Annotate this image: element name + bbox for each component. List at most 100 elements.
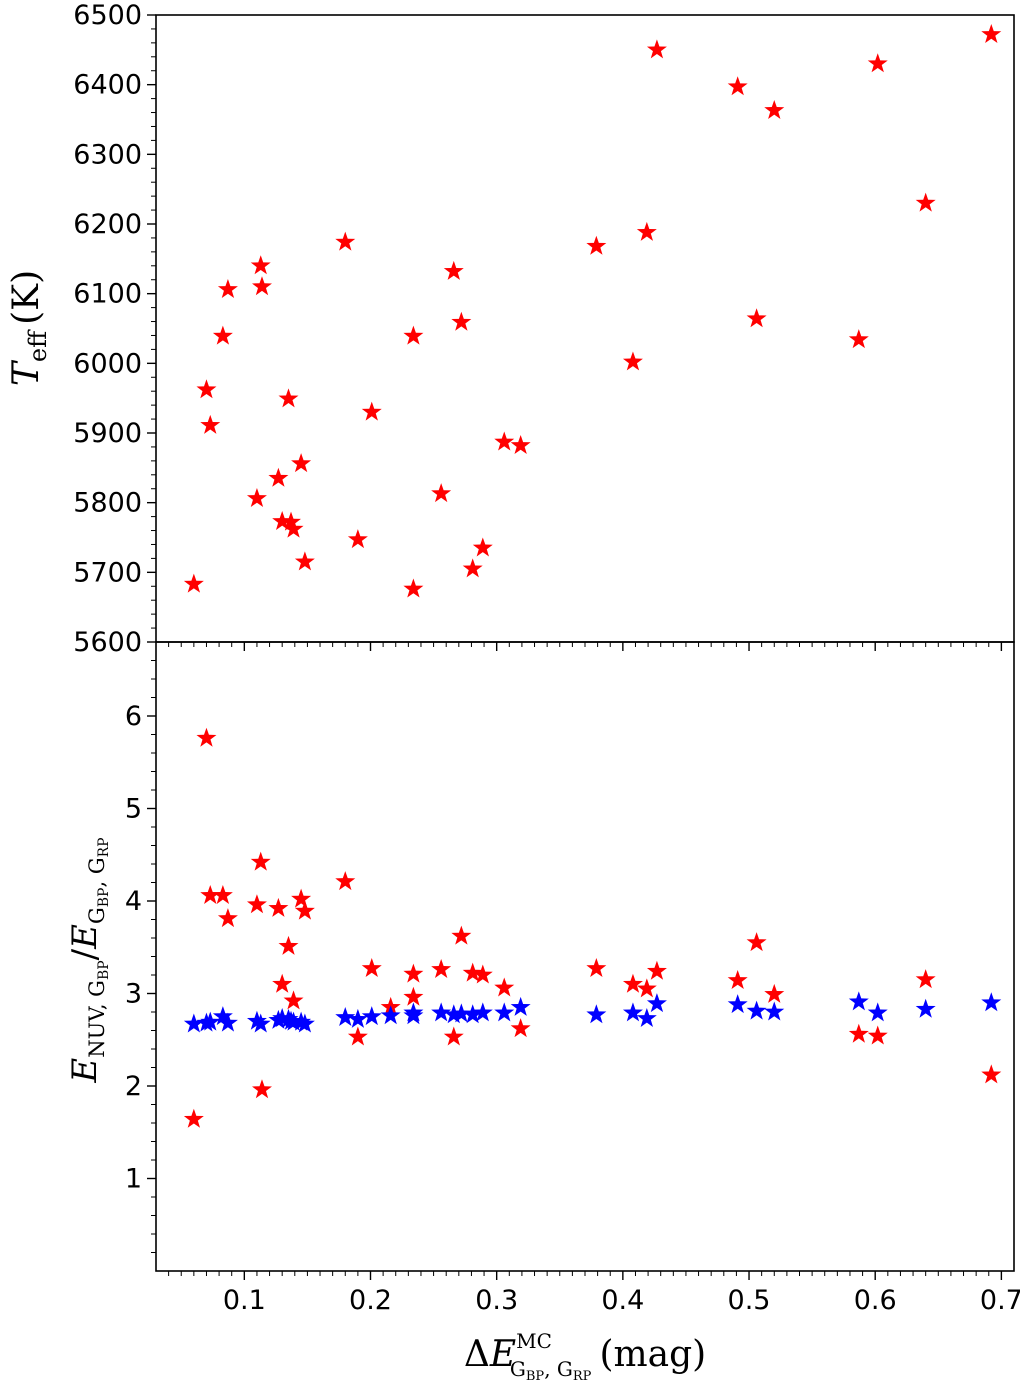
top-series0-point-32 bbox=[746, 308, 767, 328]
top-series0-point-22 bbox=[451, 311, 472, 331]
top-series0-point-5 bbox=[246, 487, 267, 507]
top-series0-point-24 bbox=[472, 537, 493, 557]
bottom-ylabel-mid: , G bbox=[85, 857, 109, 887]
bot-series0-point-14 bbox=[335, 871, 356, 891]
top-series0-point-16 bbox=[347, 529, 368, 549]
bot-series1-point-30 bbox=[646, 993, 667, 1013]
bot-series1-point-29 bbox=[636, 1007, 657, 1027]
top-series0-point-4 bbox=[217, 278, 238, 298]
xlabel-sub-comma: , G bbox=[544, 1357, 573, 1381]
bot-series1-point-4 bbox=[217, 1012, 238, 1032]
bot-series0-point-37 bbox=[981, 1064, 1002, 1084]
bot-series1-point-35 bbox=[867, 1002, 888, 1022]
top-series0-point-25 bbox=[494, 431, 515, 451]
bot-series0-point-9 bbox=[272, 973, 293, 993]
top-series0-point-1 bbox=[196, 379, 217, 399]
bot-series1-point-36 bbox=[915, 998, 936, 1018]
top-series0-point-35 bbox=[867, 53, 888, 73]
bot-series1-point-31 bbox=[727, 994, 748, 1014]
xlabel-delta: Δ bbox=[464, 1334, 490, 1375]
bot-series0-point-27 bbox=[586, 958, 607, 978]
bot-series0-point-23 bbox=[462, 962, 483, 982]
bot-xtick-label-3: 0.4 bbox=[601, 1285, 644, 1316]
bot-series1-point-5 bbox=[246, 1010, 267, 1030]
top-panel: 5600 5700 5800 5900 6000 6100 6200 6300 6400 6500… bbox=[6, 0, 1015, 658]
bot-series1-point-27 bbox=[586, 1004, 607, 1024]
bot-series1-point-13 bbox=[294, 1013, 315, 1033]
top-series0-point-0 bbox=[183, 573, 204, 593]
bot-series1-point-33 bbox=[764, 1001, 785, 1021]
top-series0-point-10 bbox=[278, 388, 299, 408]
bot-series0-point-30 bbox=[646, 960, 667, 980]
top-x-ticks bbox=[168, 642, 1003, 651]
xlabel-E: E bbox=[489, 1334, 516, 1375]
top-series0-point-14 bbox=[294, 551, 315, 571]
top-series0-point-8 bbox=[268, 467, 289, 487]
bot-series1-point-14 bbox=[335, 1007, 356, 1027]
top-ytick-label-5: 6100 bbox=[73, 279, 142, 310]
bot-series1-point-15 bbox=[347, 1008, 368, 1028]
bot-series0-point-24 bbox=[472, 964, 493, 984]
top-series0-point-31 bbox=[727, 76, 748, 96]
bot-series0-point-0 bbox=[183, 1108, 204, 1128]
bot-xtick-label-4: 0.5 bbox=[728, 1285, 771, 1316]
bot-series0-point-18 bbox=[403, 963, 424, 983]
top-ylabel-T: T bbox=[6, 359, 47, 386]
top-series0-point-26 bbox=[510, 435, 531, 455]
bot-xtick-label-6: 0.7 bbox=[980, 1285, 1020, 1316]
top-series0-point-33 bbox=[764, 99, 785, 119]
bot-series1-point-0 bbox=[183, 1013, 204, 1033]
top-series0-point-2 bbox=[200, 414, 221, 434]
top-data-marks bbox=[183, 24, 1002, 598]
bot-xtick-label-5: 0.6 bbox=[854, 1285, 897, 1316]
bot-series0-point-12 bbox=[291, 888, 312, 908]
bot-series1-point-11 bbox=[283, 1011, 304, 1031]
bot-series0-point-20 bbox=[431, 958, 452, 978]
bot-series0-point-1 bbox=[196, 727, 217, 747]
top-series0-point-9 bbox=[272, 510, 293, 530]
top-series0-point-20 bbox=[431, 483, 452, 503]
bottom-ylabel-subsub3: RP bbox=[96, 837, 112, 857]
bot-series0-point-6 bbox=[250, 851, 271, 871]
top-ytick-label-2: 5800 bbox=[73, 488, 142, 519]
bot-series1-point-28 bbox=[622, 1002, 643, 1022]
bot-series1-point-6 bbox=[250, 1013, 271, 1033]
top-ytick-label-1: 5700 bbox=[73, 557, 142, 588]
bot-series1-point-34 bbox=[848, 991, 869, 1011]
bottom-x-ticks: 0.1 0.2 0.3 0.4 0.5 0.6 0.7 bbox=[168, 1271, 1020, 1316]
bot-series0-point-32 bbox=[746, 932, 767, 952]
bot-series0-point-15 bbox=[347, 1026, 368, 1046]
top-series0-point-11 bbox=[281, 511, 301, 531]
top-series0-point-23 bbox=[462, 558, 483, 578]
bot-series0-point-16 bbox=[361, 958, 382, 978]
top-ytick-label-7: 6300 bbox=[73, 139, 142, 170]
top-series0-point-27 bbox=[586, 235, 607, 255]
top-series0-point-12 bbox=[283, 518, 304, 538]
bot-ytick-label-3: 4 bbox=[125, 886, 142, 917]
bot-series0-point-4 bbox=[217, 908, 238, 928]
bot-series0-point-2 bbox=[200, 884, 221, 904]
bot-series0-point-21 bbox=[443, 1026, 464, 1046]
bot-series1-point-24 bbox=[472, 1002, 493, 1022]
bot-series0-point-13 bbox=[294, 900, 315, 920]
xlabel-sub-RP: RP bbox=[573, 1369, 592, 1382]
top-ytick-label-0: 5600 bbox=[73, 627, 142, 658]
top-series0-point-34 bbox=[848, 329, 869, 349]
top-ytick-label-8: 6400 bbox=[73, 70, 142, 101]
bot-series0-point-34 bbox=[848, 1023, 869, 1043]
bot-series0-point-31 bbox=[727, 970, 748, 990]
bot-ytick-label-0: 1 bbox=[125, 1164, 142, 1195]
bot-series1-point-16 bbox=[361, 1006, 382, 1026]
bot-series0-point-29 bbox=[636, 978, 657, 998]
top-y-axis-label: Teff (K) bbox=[6, 270, 52, 386]
top-series0-point-28 bbox=[622, 351, 643, 371]
bot-series0-point-25 bbox=[494, 977, 515, 997]
bot-series1-point-20 bbox=[431, 1002, 452, 1022]
bottom-ylabel-subsub1: BP bbox=[96, 960, 112, 980]
xlabel-sup: MC bbox=[516, 1329, 552, 1353]
xlabel-sub-G1: G bbox=[510, 1357, 526, 1381]
top-series0-point-21 bbox=[443, 260, 464, 280]
bot-series1-point-26 bbox=[510, 996, 531, 1016]
